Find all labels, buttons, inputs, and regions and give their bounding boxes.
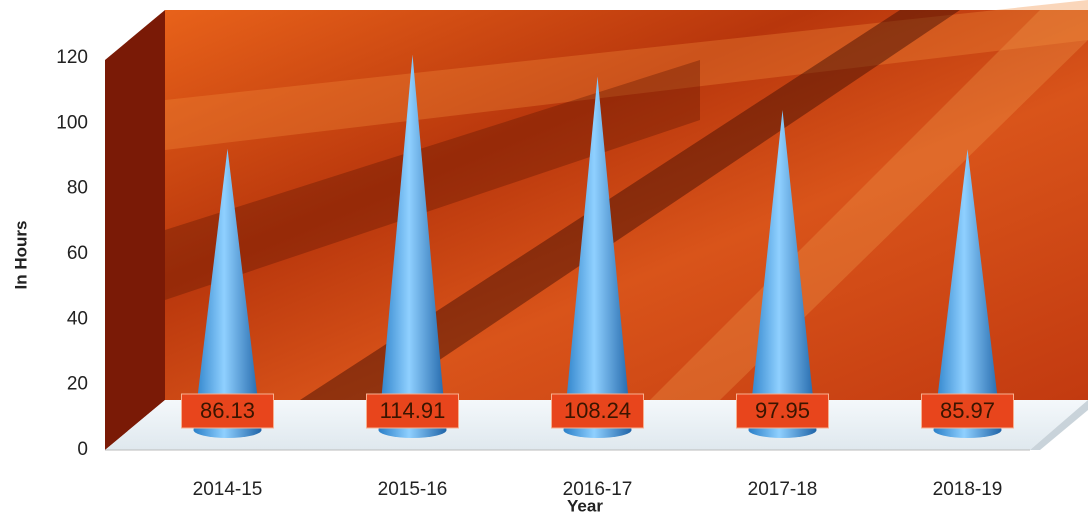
x-tick-label: 2016-17 bbox=[563, 479, 633, 500]
value-label: 108.24 bbox=[564, 398, 631, 423]
value-label-box bbox=[181, 393, 274, 429]
value-label: 85.97 bbox=[940, 398, 995, 423]
value-label: 86.13 bbox=[200, 398, 255, 423]
cone bbox=[378, 54, 447, 439]
y-tick-label: 0 bbox=[77, 439, 88, 460]
value-label: 114.91 bbox=[380, 398, 446, 423]
value-label-box bbox=[551, 393, 644, 429]
y-tick-label: 100 bbox=[56, 112, 88, 133]
x-tick-label: 2015-16 bbox=[378, 479, 448, 500]
x-axis-label: Year bbox=[567, 496, 603, 515]
x-tick-label: 2017-18 bbox=[748, 479, 818, 500]
x-tick-label: 2018-19 bbox=[933, 479, 1003, 500]
cone bbox=[193, 148, 262, 438]
cone bbox=[748, 110, 817, 438]
cone bbox=[563, 76, 632, 438]
y-tick-label: 80 bbox=[67, 178, 88, 199]
value-label: 97.95 bbox=[755, 398, 810, 423]
y-tick-label: 120 bbox=[56, 47, 88, 68]
y-axis-label: In Hours bbox=[11, 221, 30, 290]
x-tick-label: 2014-15 bbox=[193, 479, 263, 500]
value-label-box bbox=[921, 393, 1014, 429]
y-tick-label: 60 bbox=[67, 243, 88, 264]
value-label-box bbox=[366, 393, 459, 429]
cone bbox=[933, 149, 1002, 438]
y-tick-label: 20 bbox=[67, 374, 88, 395]
value-label-box bbox=[736, 393, 829, 429]
y-tick-label: 40 bbox=[67, 308, 88, 329]
